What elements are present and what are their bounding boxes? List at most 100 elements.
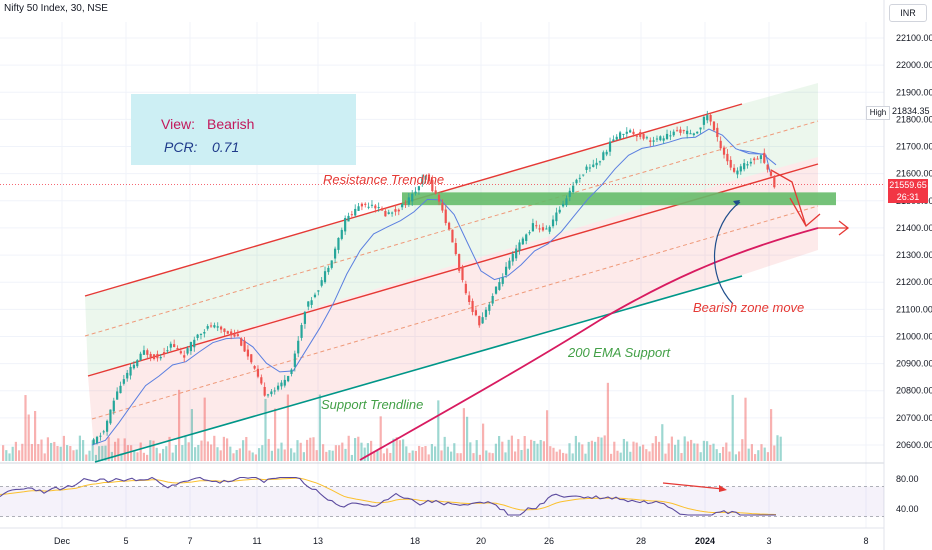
candle-body xyxy=(384,211,387,217)
volume-bar xyxy=(440,450,443,461)
time-tick-label: 3 xyxy=(766,536,771,546)
candle-body xyxy=(662,138,665,141)
candle-body xyxy=(169,343,172,348)
candle-body xyxy=(629,130,632,133)
volume-bar xyxy=(491,453,494,461)
volume-bar xyxy=(347,435,350,461)
candle-body xyxy=(206,326,209,329)
candle-body xyxy=(146,350,149,355)
time-tick-label: 5 xyxy=(123,536,128,546)
volume-bar xyxy=(293,452,296,461)
volume-bar xyxy=(306,439,309,461)
candle-body xyxy=(380,208,384,211)
volume-bar xyxy=(667,443,670,461)
volume-bar xyxy=(238,448,241,461)
volume-bar xyxy=(155,447,158,461)
time-tick-label: 8 xyxy=(863,536,868,546)
volume-bar xyxy=(91,440,94,461)
candle-body xyxy=(159,356,162,359)
view-value: Bearish xyxy=(207,116,255,132)
rsi-line xyxy=(0,476,777,516)
candle-body xyxy=(411,193,414,202)
candle-body xyxy=(290,369,293,375)
candle-body xyxy=(162,352,166,354)
candle-body xyxy=(759,155,763,160)
candle-body xyxy=(454,243,457,255)
candle-body xyxy=(551,219,555,227)
candle-body xyxy=(753,158,756,161)
candle-body xyxy=(293,353,296,367)
volume-bar xyxy=(504,452,507,461)
rsi-panel xyxy=(0,476,884,517)
candle-body xyxy=(458,254,461,271)
candle-body xyxy=(706,115,709,121)
price-tick-label: 21200.00 xyxy=(896,277,932,287)
volume-bar xyxy=(389,452,392,461)
volume-bar xyxy=(408,452,411,461)
volume-bar xyxy=(507,439,510,461)
view-label: View: xyxy=(161,116,195,132)
candle-body xyxy=(327,267,330,273)
candle-body xyxy=(565,198,568,206)
currency-badge[interactable]: INR xyxy=(889,4,927,22)
volume-bar xyxy=(232,453,235,461)
candle-body xyxy=(568,190,571,197)
volume-bar xyxy=(341,442,344,461)
candle-body xyxy=(575,179,578,184)
volume-bar xyxy=(98,446,101,461)
volume-bar xyxy=(309,437,312,461)
candle-body xyxy=(655,138,659,140)
volume-bar xyxy=(331,450,334,461)
volume-bar xyxy=(632,441,635,461)
volume-bar xyxy=(578,442,581,461)
volume-bar xyxy=(392,438,395,461)
volume-bar xyxy=(494,443,497,461)
candle-body xyxy=(431,179,434,192)
candle-body xyxy=(602,152,605,160)
volume-bar xyxy=(312,437,315,461)
volume-bar xyxy=(546,410,549,461)
candle-body xyxy=(739,166,742,172)
candle-body xyxy=(173,344,176,347)
candle-body xyxy=(618,132,622,139)
volume-bar xyxy=(430,444,433,461)
volume-bar xyxy=(757,450,760,461)
volume-bar xyxy=(283,449,286,461)
candle-body xyxy=(250,354,253,363)
volume-bar xyxy=(619,452,622,461)
volume-bar xyxy=(8,453,11,461)
volume-bar xyxy=(501,441,504,461)
volume-bar xyxy=(411,450,414,461)
candle-body xyxy=(253,366,256,369)
candle-body xyxy=(266,394,270,396)
volume-bar xyxy=(638,446,641,461)
volume-bar xyxy=(50,442,53,461)
volume-bar xyxy=(354,438,357,461)
volume-bar xyxy=(40,439,43,461)
candle-body xyxy=(323,271,327,283)
volume-bar xyxy=(158,453,161,461)
volume-bar xyxy=(437,400,440,461)
volume-bar xyxy=(478,454,481,461)
volume-bar xyxy=(18,450,21,461)
candle-body xyxy=(404,203,407,205)
price-tick-label: 20900.00 xyxy=(896,359,932,369)
volume-bar xyxy=(318,394,321,461)
candle-body xyxy=(675,130,679,132)
candle-body xyxy=(230,331,233,336)
volume-bar xyxy=(645,449,648,461)
volume-bar xyxy=(66,445,69,461)
volume-bar xyxy=(427,454,430,461)
volume-bar xyxy=(680,453,683,461)
volume-bar xyxy=(69,445,72,461)
candle-body xyxy=(236,334,239,336)
volume-bar xyxy=(120,453,123,461)
volume-bar xyxy=(450,451,453,461)
volume-bar xyxy=(542,441,545,461)
candle-body xyxy=(95,436,99,444)
volume-bar xyxy=(37,444,40,461)
high-value: 21834.35 xyxy=(892,106,930,116)
red-channel-fill xyxy=(88,157,818,462)
volume-bar xyxy=(194,447,197,461)
